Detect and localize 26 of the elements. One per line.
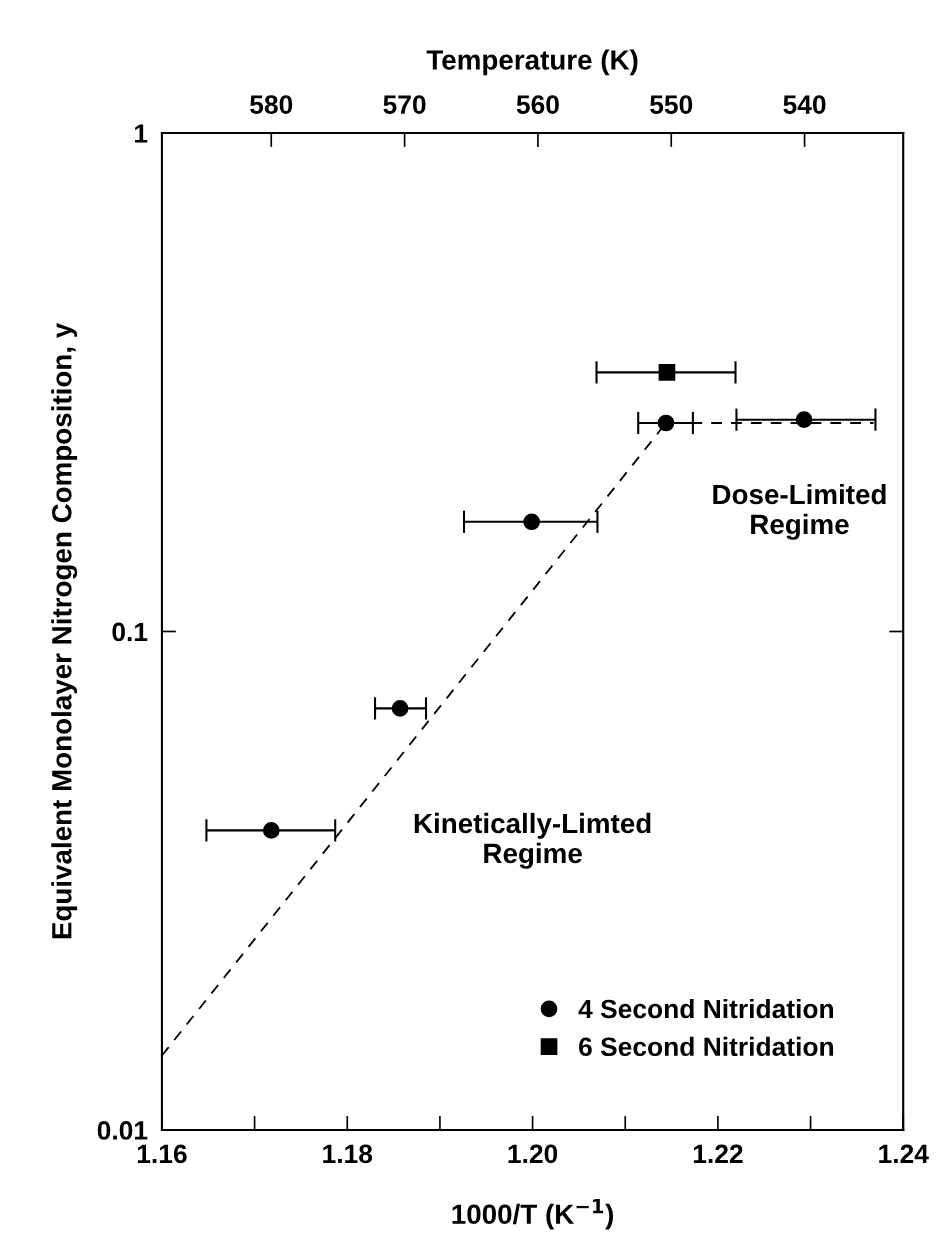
point: [658, 364, 676, 381]
point: [262, 822, 280, 839]
y-tick-label: 1: [135, 124, 148, 143]
x2-tick-label: 560: [516, 95, 559, 114]
point: [523, 513, 540, 531]
x-tick-label: 1.16: [137, 1144, 187, 1164]
x2-tick-label: 580: [250, 95, 293, 114]
x2-tick-label: 570: [383, 95, 426, 114]
x2-tick-label: 550: [650, 95, 693, 114]
x2-tick-label: 540: [783, 95, 826, 114]
x2-axis-title: Temperature (K): [426, 49, 638, 76]
x-tick-label: 1.22: [693, 1144, 743, 1163]
y-axis-title: Equivalent Monolayer Nitrogen Composition, y: [51, 322, 78, 939]
legend-label: 6 Second Nitridation: [579, 1036, 834, 1057]
x-tick-label: 1.24: [879, 1144, 929, 1163]
point: [391, 700, 409, 717]
y-tick-label: 0.1: [112, 622, 148, 642]
x-tick-label: 1.18: [323, 1144, 373, 1164]
x-tick-label: 1.20: [508, 1144, 558, 1164]
legend-label: 4 Second Nitridation: [578, 998, 834, 1019]
point: [657, 414, 675, 432]
x-axis-title: 1000/T (K$^{−1}$): [452, 1198, 613, 1230]
point: [795, 411, 813, 429]
annotation: Dose-Limited Regime: [713, 483, 886, 540]
y-tick-label: 0.01: [97, 1121, 148, 1140]
annotation: Kinetically-Limted Regime: [414, 812, 651, 869]
